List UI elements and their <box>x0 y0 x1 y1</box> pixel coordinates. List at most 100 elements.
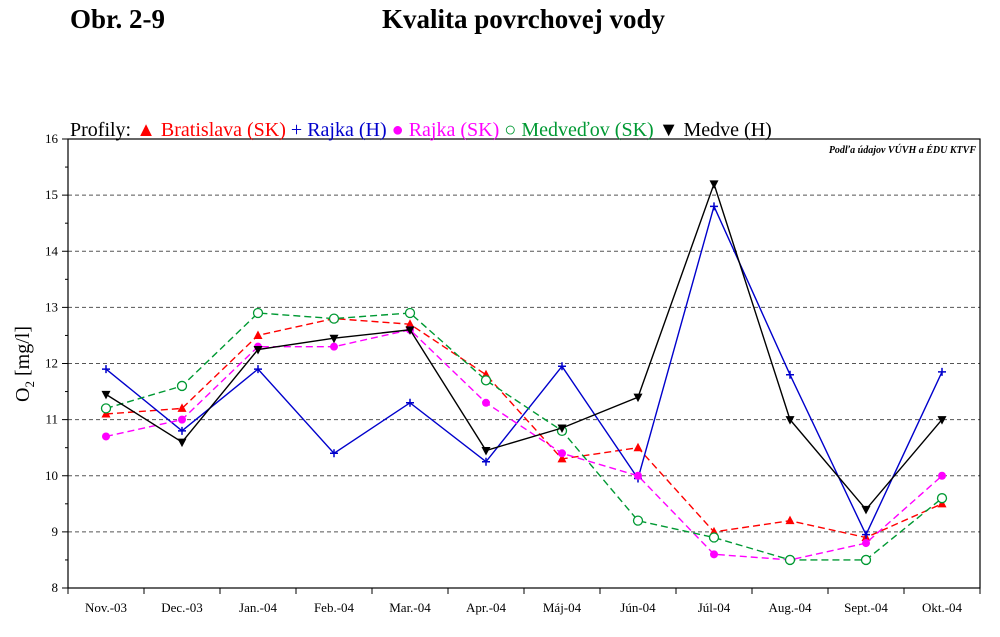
data-point <box>404 307 416 319</box>
x-tick-label: Apr.-04 <box>466 600 507 615</box>
y-tick-label: 12 <box>45 356 58 371</box>
x-axis: Nov.-03 Dec.-03 Jan.-04 Feb.-04 Mar.-04 Apr.-… <box>67 588 981 615</box>
data-point <box>709 180 719 189</box>
y-axis-label-main: O <box>12 388 34 402</box>
data-point <box>937 416 947 425</box>
data-point <box>253 330 263 339</box>
data-point <box>102 365 110 374</box>
x-tick-label: Nov.-03 <box>85 600 127 615</box>
series-4 <box>100 307 948 566</box>
series-2 <box>102 202 946 539</box>
data-point <box>102 432 110 441</box>
legend-entry: Medveďov (SK) <box>521 119 653 141</box>
legend-marker: ▲ <box>136 119 161 141</box>
x-tick-label: Jan.-04 <box>239 600 277 615</box>
data-point <box>938 367 946 376</box>
data-point <box>178 415 186 424</box>
data-point <box>557 453 567 463</box>
series-line <box>105 329 943 561</box>
data-point <box>330 449 338 458</box>
x-tick-label: Júl-04 <box>698 600 731 615</box>
x-tick-label: Okt.-04 <box>922 600 963 615</box>
data-point <box>632 515 644 526</box>
data-point <box>101 390 111 400</box>
series-line <box>105 181 943 511</box>
data-point <box>178 426 186 435</box>
data-point <box>330 342 338 351</box>
data-point <box>785 416 795 425</box>
x-tick-label: Máj-04 <box>543 600 582 615</box>
data-point <box>254 365 262 374</box>
data-point <box>176 380 188 392</box>
data-point <box>708 532 720 543</box>
grid-lines <box>68 194 980 533</box>
data-point <box>936 493 948 504</box>
legend-marker: ● <box>387 119 409 141</box>
legend-entry: Medve (H) <box>684 119 772 141</box>
y-tick-label: 9 <box>52 524 59 539</box>
y-tick-label: 10 <box>45 468 58 483</box>
data-point <box>405 326 415 335</box>
data-point <box>253 345 263 355</box>
y-tick-label: 13 <box>45 299 58 314</box>
data-point <box>405 319 415 328</box>
data-point <box>710 550 718 559</box>
data-point <box>862 530 870 539</box>
legend: Profily: ▲ Bratislava (SK) + Rajka (H) ●… <box>70 119 772 141</box>
legend-prefix: Profily: <box>70 119 136 141</box>
series-3 <box>102 325 946 564</box>
data-point <box>634 471 642 480</box>
data-point <box>177 403 187 412</box>
data-point <box>482 457 490 466</box>
data-point <box>558 449 566 458</box>
series-layer <box>100 180 948 566</box>
y-axis-label: O2 [mg/l] <box>12 326 37 402</box>
data-point <box>481 446 491 456</box>
y-tick-label: 8 <box>52 580 59 595</box>
legend-entry: Rajka (H) <box>307 119 386 141</box>
data-point <box>784 554 796 566</box>
data-point <box>862 539 870 548</box>
data-point <box>557 424 567 434</box>
series-line <box>105 312 943 561</box>
chart-title: Kvalita povrchovej vody <box>382 4 665 34</box>
legend-marker: ○ <box>499 119 521 141</box>
y-tick-label: 15 <box>45 187 58 202</box>
data-point <box>633 442 643 452</box>
data-point <box>329 334 339 344</box>
x-tick-label: Sept.-04 <box>844 600 888 615</box>
plot-frame <box>67 138 981 589</box>
series-5 <box>101 180 947 515</box>
data-point <box>710 202 718 211</box>
legend-marker: + <box>286 119 307 141</box>
legend-entry: Bratislava (SK) <box>161 119 286 141</box>
x-tick-label: Feb.-04 <box>314 600 355 615</box>
data-point <box>633 393 643 403</box>
series-line <box>105 204 943 537</box>
data-point <box>480 375 492 386</box>
legend-marker: ▼ <box>654 119 684 141</box>
data-point <box>558 362 566 371</box>
data-point <box>177 438 187 448</box>
data-point <box>786 370 794 379</box>
data-point <box>406 398 414 407</box>
y-axis-label-subscript: 2 <box>22 381 37 388</box>
y-axis-label-unit: [mg/l] <box>12 326 34 381</box>
y-tick-label: 14 <box>45 243 59 258</box>
series-line <box>105 317 943 539</box>
data-point <box>328 313 340 324</box>
x-tick-label: Aug.-04 <box>769 600 812 615</box>
x-tick-label: Mar.-04 <box>389 600 431 615</box>
data-point <box>482 398 490 407</box>
figure-label: Obr. 2-9 <box>70 4 166 34</box>
source-note: Podľa údajov VÚVH a ÉDU KTVF <box>829 144 976 156</box>
y-axis: 8 9 10 11 12 13 14 15 16 <box>45 131 68 595</box>
data-point <box>860 554 872 566</box>
x-tick-label: Jún-04 <box>620 600 656 615</box>
data-point <box>252 307 264 319</box>
data-point <box>100 403 112 414</box>
y-tick-label: 11 <box>45 412 58 427</box>
data-point <box>861 505 871 515</box>
x-tick-label: Dec.-03 <box>161 600 203 615</box>
